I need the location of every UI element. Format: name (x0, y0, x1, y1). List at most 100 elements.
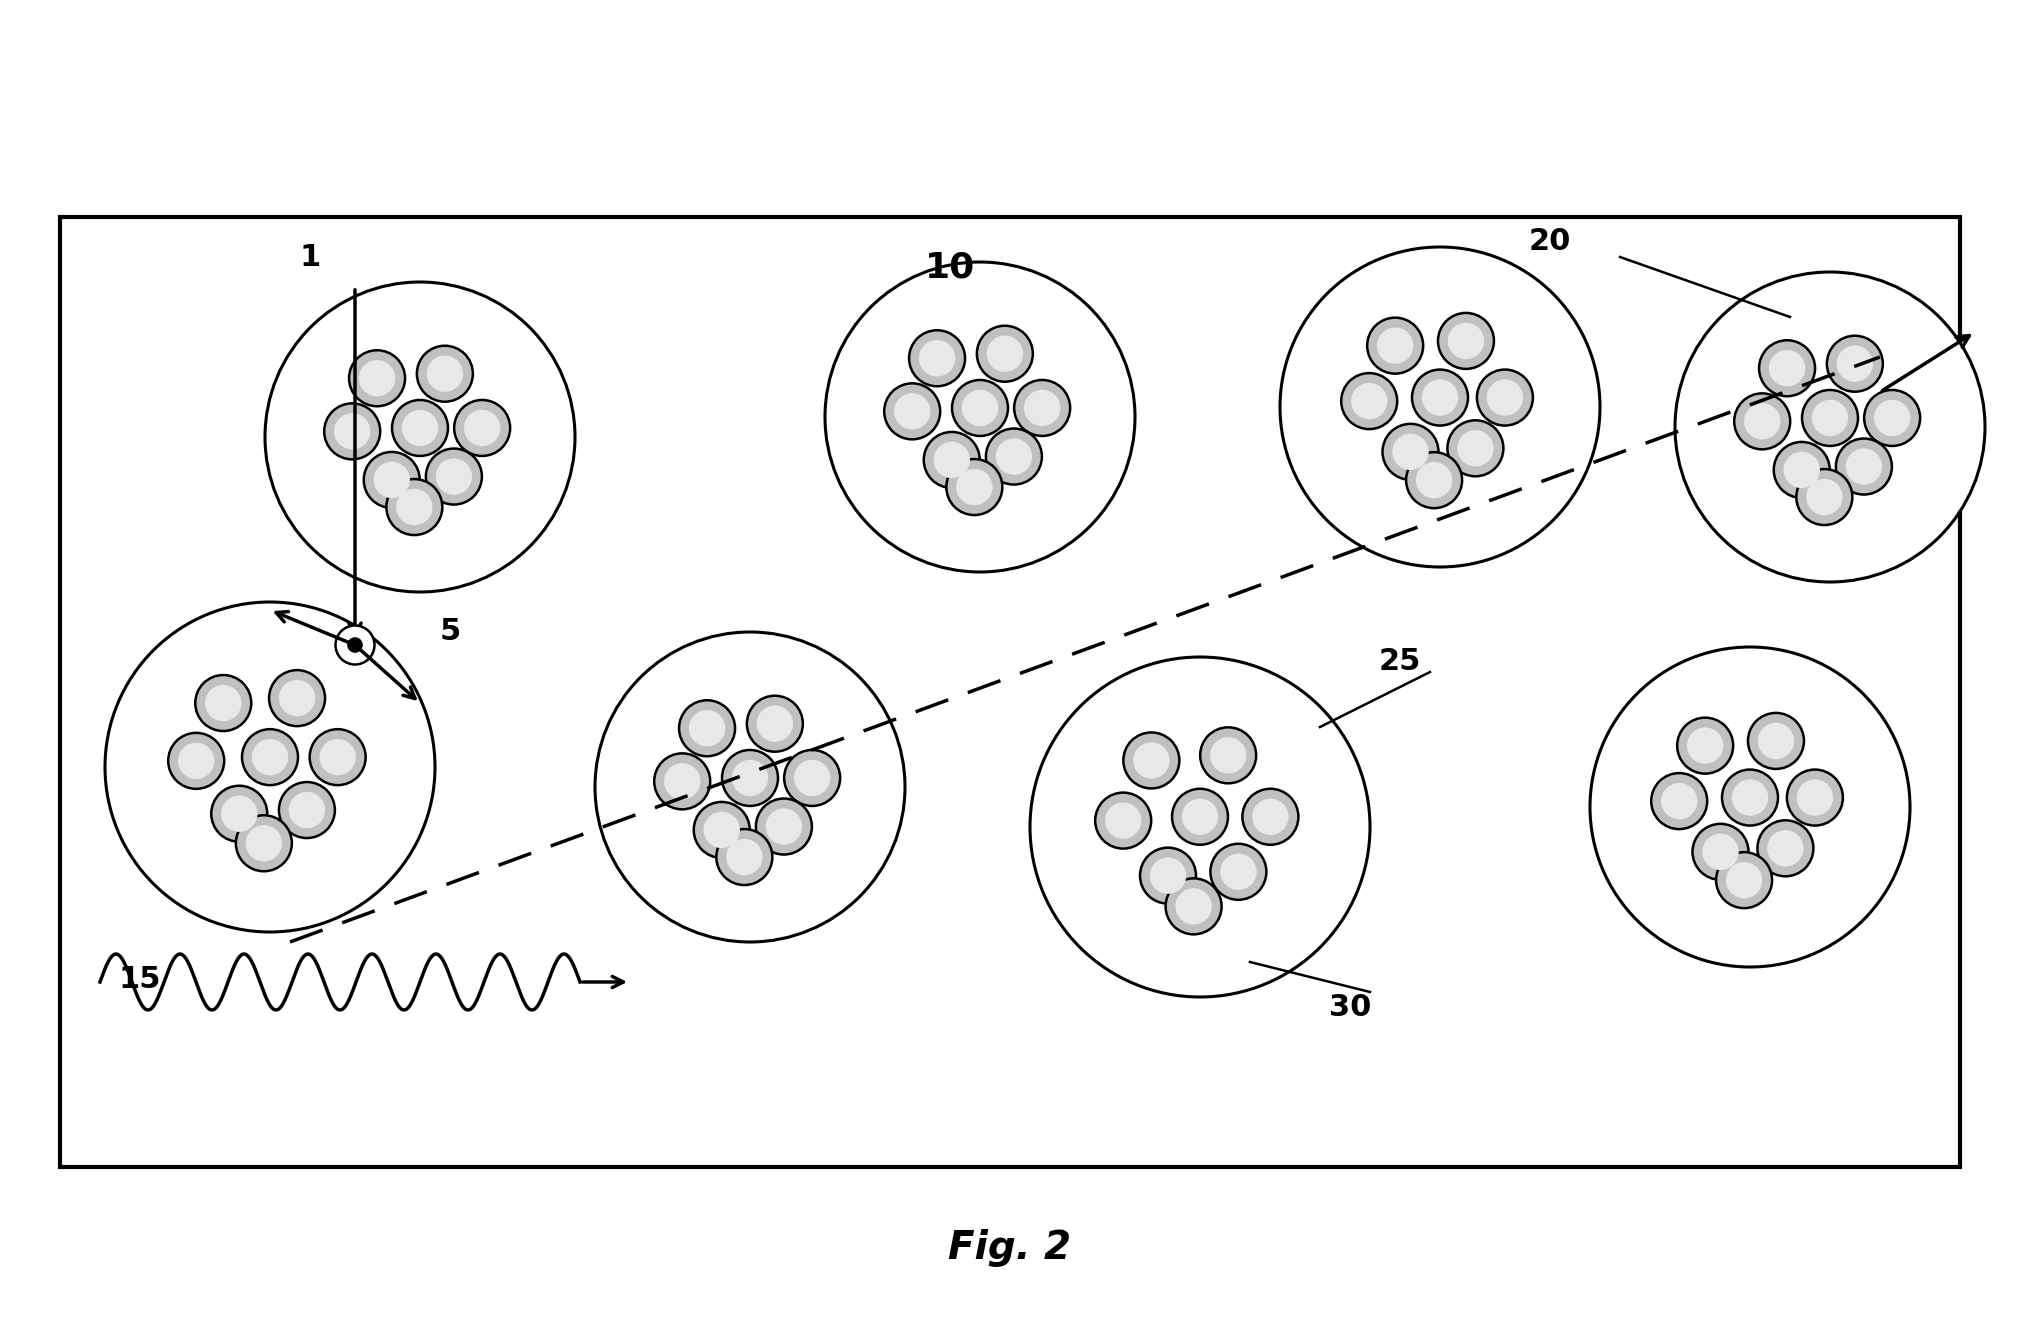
Circle shape (746, 695, 803, 752)
Circle shape (1412, 370, 1469, 425)
Circle shape (1796, 469, 1853, 525)
Circle shape (1448, 323, 1485, 360)
Circle shape (1181, 798, 1218, 835)
Circle shape (417, 346, 473, 402)
Circle shape (1784, 452, 1821, 489)
Circle shape (1774, 443, 1829, 498)
Circle shape (757, 798, 811, 855)
Circle shape (196, 676, 251, 731)
Circle shape (358, 360, 394, 396)
Circle shape (716, 830, 773, 885)
Circle shape (1837, 345, 1873, 382)
Circle shape (1165, 878, 1222, 934)
Circle shape (178, 743, 214, 780)
Circle shape (977, 325, 1034, 382)
Circle shape (348, 637, 362, 653)
Circle shape (374, 462, 411, 498)
Circle shape (1768, 350, 1805, 386)
Circle shape (334, 414, 370, 449)
Circle shape (1341, 373, 1398, 429)
Circle shape (1687, 727, 1724, 764)
Circle shape (1392, 433, 1428, 470)
Circle shape (397, 489, 433, 525)
Circle shape (595, 632, 904, 942)
Circle shape (1416, 462, 1453, 498)
Circle shape (957, 469, 993, 506)
Circle shape (884, 383, 941, 440)
Circle shape (1701, 834, 1738, 871)
Circle shape (765, 809, 801, 844)
Circle shape (1141, 848, 1196, 903)
Circle shape (825, 262, 1135, 572)
Circle shape (105, 602, 435, 932)
Circle shape (310, 730, 366, 785)
Circle shape (947, 460, 1001, 515)
Circle shape (653, 753, 710, 810)
Circle shape (987, 336, 1024, 371)
Circle shape (1845, 448, 1881, 485)
Circle shape (1133, 743, 1169, 778)
Circle shape (1094, 793, 1151, 848)
Circle shape (168, 732, 225, 789)
Circle shape (1446, 420, 1503, 477)
Circle shape (1024, 390, 1060, 427)
Circle shape (1014, 381, 1070, 436)
Circle shape (279, 782, 336, 838)
Circle shape (704, 811, 740, 848)
Text: 5: 5 (439, 618, 461, 647)
Text: Fig. 2: Fig. 2 (949, 1229, 1072, 1267)
Circle shape (918, 340, 955, 377)
Circle shape (269, 670, 326, 726)
Text: 20: 20 (1529, 228, 1572, 257)
Text: 30: 30 (1329, 993, 1372, 1022)
Circle shape (1281, 248, 1600, 568)
Circle shape (1863, 390, 1920, 446)
Circle shape (427, 449, 481, 504)
Circle shape (1675, 273, 1985, 582)
Circle shape (1744, 403, 1780, 440)
Circle shape (1171, 789, 1228, 844)
Circle shape (427, 356, 463, 392)
Circle shape (793, 760, 829, 797)
Circle shape (785, 749, 840, 806)
Circle shape (1873, 400, 1910, 436)
Circle shape (961, 390, 997, 427)
Circle shape (894, 394, 931, 429)
Circle shape (1378, 328, 1414, 363)
Circle shape (289, 792, 326, 828)
Circle shape (1438, 313, 1493, 369)
Circle shape (1590, 647, 1910, 967)
Circle shape (1807, 479, 1843, 515)
Circle shape (1422, 379, 1459, 416)
Text: 1: 1 (299, 242, 320, 271)
Circle shape (690, 710, 726, 747)
Text: 15: 15 (119, 964, 162, 993)
Circle shape (265, 282, 575, 593)
Circle shape (386, 479, 443, 535)
Circle shape (694, 802, 751, 857)
Circle shape (1351, 383, 1388, 419)
Circle shape (1677, 718, 1734, 773)
Circle shape (722, 749, 779, 806)
Circle shape (453, 400, 510, 456)
Circle shape (243, 730, 297, 785)
Circle shape (1837, 439, 1892, 495)
Circle shape (1030, 657, 1370, 997)
Circle shape (1768, 830, 1805, 867)
Circle shape (364, 452, 419, 508)
Circle shape (1716, 852, 1772, 909)
Circle shape (245, 824, 281, 861)
Circle shape (324, 403, 380, 460)
Circle shape (757, 706, 793, 741)
Circle shape (1487, 379, 1523, 416)
Circle shape (350, 350, 405, 406)
Circle shape (1123, 732, 1179, 789)
Circle shape (1813, 400, 1849, 436)
Circle shape (1760, 340, 1815, 396)
Circle shape (726, 839, 763, 876)
Circle shape (1406, 452, 1463, 508)
Circle shape (680, 701, 734, 756)
Circle shape (221, 795, 257, 832)
Circle shape (1827, 336, 1883, 391)
Circle shape (403, 410, 439, 446)
